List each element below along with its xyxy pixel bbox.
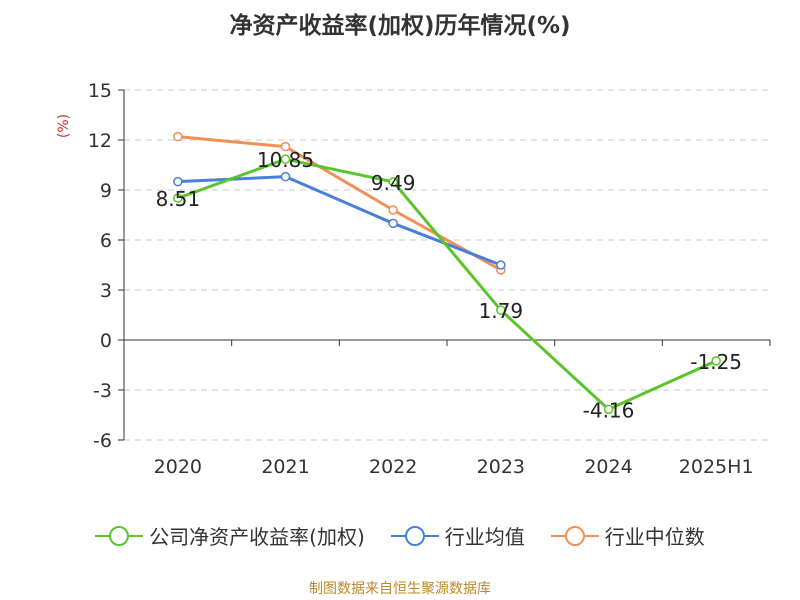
- legend-label: 行业中位数: [604, 525, 705, 549]
- y-tick-label: 12: [88, 130, 112, 152]
- data-point: [280, 141, 291, 152]
- x-tick-label: 2023: [477, 456, 525, 478]
- data-point: [173, 193, 183, 203]
- data-point: [173, 176, 183, 187]
- x-tick-label: 2025H1: [679, 456, 754, 478]
- legend-label: 行业均值: [444, 525, 525, 549]
- chart-title: 净资产收益率(加权)历年情况(%): [229, 13, 571, 39]
- data-label: 10.85: [257, 148, 314, 172]
- y-tick-label: 0: [100, 330, 112, 352]
- data-point: [711, 356, 721, 366]
- series-line: [177, 157, 717, 411]
- legend-item[interactable]: 行业中位数: [550, 521, 705, 550]
- x-tick-label: 2021: [261, 456, 309, 478]
- y-tick-label: 3: [100, 280, 112, 302]
- data-label: 8.51: [156, 187, 201, 211]
- data-label: 9.49: [371, 171, 416, 195]
- data-point: [280, 171, 291, 182]
- x-tick-label: 2020: [154, 456, 202, 478]
- data-label: -1.25: [690, 350, 742, 374]
- y-tick-label: -6: [93, 430, 112, 452]
- legend-swatch: [95, 525, 144, 546]
- data-label: 1.79: [479, 299, 524, 323]
- y-axis-label: (%): [56, 114, 72, 138]
- data-point: [388, 205, 398, 215]
- data-point: [603, 404, 614, 415]
- y-tick-label: 9: [100, 180, 112, 202]
- legend-item[interactable]: 行业均值: [390, 521, 525, 550]
- series-line: [177, 135, 502, 272]
- source-note: 制图数据来自恒生聚源数据库: [309, 581, 491, 597]
- y-tick-label: 6: [100, 230, 112, 252]
- y-tick-label: -3: [93, 380, 112, 402]
- data-point: [280, 154, 291, 164]
- y-tick-label: 15: [88, 80, 112, 102]
- legend-swatch: [550, 525, 599, 546]
- data-point: [388, 177, 398, 187]
- legend-swatch: [390, 525, 439, 546]
- data-label: -4.16: [583, 398, 635, 422]
- x-tick-label: 2022: [369, 456, 417, 478]
- legend-label: 公司净资产收益率(加权): [149, 525, 365, 549]
- data-point: [173, 131, 183, 142]
- legend-item[interactable]: 公司净资产收益率(加权): [95, 521, 365, 550]
- data-point: [496, 260, 506, 270]
- x-tick-label: 2024: [584, 456, 632, 478]
- data-point: [496, 305, 506, 315]
- data-point: [388, 218, 398, 229]
- chart-legend: 公司净资产收益率(加权) 行业均值 行业中位数: [0, 521, 800, 550]
